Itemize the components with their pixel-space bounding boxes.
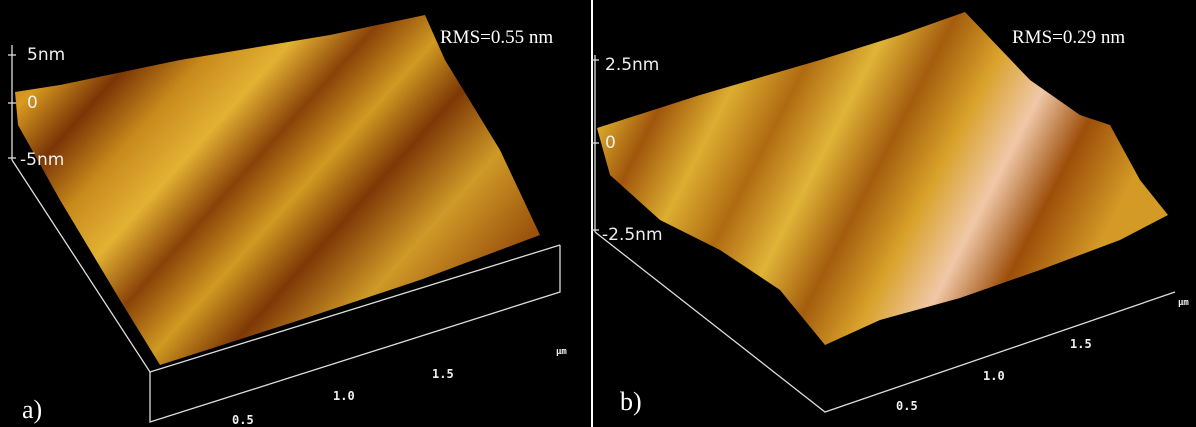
unit-label: μm [556,347,567,357]
x-tick-label: 0.5 [896,399,918,413]
x-tick-label: 0.5 [232,413,254,427]
z-label: -5nm [20,150,64,170]
z-label: 2.5nm [605,55,659,75]
z-label: -2.5nm [602,225,663,245]
z-label: 0 [27,93,38,113]
x-tick-label: 1.0 [333,389,355,403]
panel-a: 5nm 0 -5nm RMS=0.55 nm 0.5 1.0 1.5 μm a) [0,0,591,427]
x-tick-label: 1.5 [1070,337,1092,351]
unit-label: μm [1178,298,1189,308]
panel-label: a) [22,395,42,424]
rms-label: RMS=0.29 nm [1012,27,1125,48]
rms-label: RMS=0.55 nm [440,27,553,48]
page: 5nm 0 -5nm RMS=0.55 nm 0.5 1.0 1.5 μm a)… [0,0,1196,427]
x-tick-label: 1.5 [432,367,454,381]
x-tick-label: 1.0 [983,369,1005,383]
figure: 5nm 0 -5nm RMS=0.55 nm 0.5 1.0 1.5 μm a)… [0,0,1196,427]
panel-b: 2.5nm 0 -2.5nm RMS=0.29 nm 0.5 1.0 1.5 μ… [591,0,1196,427]
z-label: 0 [605,133,616,153]
panel-label: b) [620,387,642,416]
z-label: 5nm [27,45,65,65]
